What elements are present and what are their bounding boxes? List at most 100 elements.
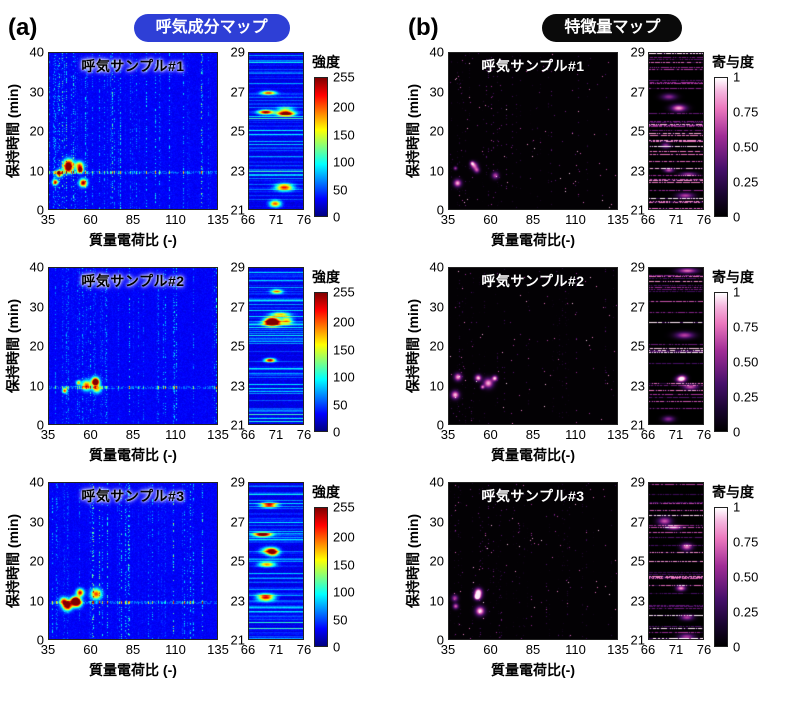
x-tick: 110	[565, 212, 586, 227]
main-y-ticks: 40 30 20 10 0	[22, 475, 48, 648]
x-tick: 85	[125, 427, 141, 442]
y-tick: 29	[230, 259, 245, 275]
zoom-y-ticks: 29 27 25 23 21	[628, 45, 648, 218]
y-tick: 21	[230, 632, 245, 648]
x-tick: 66	[640, 427, 656, 442]
zoom-plot-a3: 29 27 25 23 21 66 71 76	[228, 475, 312, 658]
x-tick: 71	[268, 212, 284, 227]
y-tick: 20	[429, 553, 444, 569]
x-tick: 66	[640, 642, 656, 657]
colorbar-tick: 0.25	[733, 604, 759, 620]
y-tick: 10	[429, 378, 444, 393]
x-tick: 110	[565, 642, 586, 657]
x-tick: 71	[668, 427, 684, 442]
zoom-plot-frame	[648, 52, 704, 210]
y-tick: 20	[429, 123, 444, 139]
main-plot-b2: 呼気サンプル#2 35 60 85 110 135 質量電荷比(-)	[441, 267, 629, 465]
y-tick: 10	[429, 593, 444, 608]
colorbar-body: 255 200 150 100 50 0	[312, 285, 374, 440]
x-tick: 66	[240, 642, 256, 657]
heatmap-main-b1	[449, 53, 617, 209]
x-axis-label: 質量電荷比(-)	[491, 232, 575, 248]
colorbar-body: 255 200 150 100 50 0	[312, 500, 374, 655]
y-tick: 27	[230, 514, 245, 529]
colorbar-tick: 150	[333, 557, 355, 573]
x-tick: 60	[483, 642, 498, 657]
y-tick: 30	[429, 84, 444, 99]
colorbar-body: 1 0.75 0.50 0.25 0	[712, 500, 774, 655]
sample-title: 呼気サンプル#1	[481, 58, 585, 74]
y-tick: 30	[429, 514, 444, 529]
y-tick: 29	[630, 474, 645, 490]
panel-a-title-badge: 呼気成分マップ	[133, 14, 290, 42]
colorbar-tick: 1	[733, 69, 741, 85]
colorbar-gradient	[714, 507, 728, 647]
colorbar-a2: 強度 255 200 150 100 50 0	[312, 267, 374, 440]
sample-title: 呼気サンプル#1	[81, 58, 185, 74]
main-plot-frame: 呼気サンプル#3	[48, 482, 218, 640]
x-tick: 71	[268, 427, 284, 442]
y-tick: 23	[230, 593, 245, 608]
zoom-x-ticks: 66 71 76	[641, 642, 711, 658]
heatmap-zoom-a3	[249, 483, 303, 639]
x-tick: 35	[440, 642, 456, 657]
heatmap-zoom-a1	[249, 53, 303, 209]
y-tick: 25	[230, 123, 245, 139]
colorbar-tick: 255	[333, 284, 355, 300]
heatmap-zoom-b2	[649, 268, 703, 424]
y-tick: 0	[436, 632, 444, 648]
x-tick: 135	[207, 427, 229, 442]
y-tick: 25	[230, 553, 245, 569]
y-tick: 21	[630, 632, 645, 648]
x-tick: 60	[483, 212, 498, 227]
colorbar-body: 255 200 150 100 50 0	[312, 70, 374, 225]
y-tick: 30	[29, 84, 44, 99]
colorbar-body: 1 0.75 0.50 0.25 0	[712, 70, 774, 225]
y-axis-label-text: 保持時間 (min)	[405, 513, 421, 609]
main-y-ticks: 40 30 20 10 0	[22, 45, 48, 218]
colorbar-tick: 0.50	[733, 354, 759, 370]
main-x-ticks: 35 60 85 110 135	[441, 212, 629, 228]
y-tick: 20	[29, 123, 44, 139]
x-tick: 135	[607, 427, 629, 442]
x-tick: 66	[240, 427, 256, 442]
zoom-plot-a2: 29 27 25 23 21 66 71 76	[228, 260, 312, 443]
y-tick: 40	[29, 259, 44, 275]
x-tick: 76	[296, 642, 312, 657]
y-tick: 40	[29, 474, 44, 490]
x-tick: 76	[296, 212, 312, 227]
y-tick: 23	[230, 163, 245, 178]
plot-row-b1: 保持時間 (min) 40 30 20 10 0 呼気サンプル#1 35 60 …	[404, 45, 774, 250]
zoom-plot-b1: 29 27 25 23 21 66 71 76	[628, 45, 712, 228]
y-tick: 25	[630, 123, 645, 139]
colorbar-b3: 寄与度 1 0.75 0.50 0.25 0	[712, 482, 774, 655]
x-tick: 76	[696, 642, 712, 657]
x-tick: 85	[525, 427, 541, 442]
colorbar-tick: 0	[733, 424, 741, 440]
x-tick: 60	[83, 212, 98, 227]
colorbar-title: 寄与度	[712, 484, 754, 500]
zoom-plot-a1: 29 27 25 23 21 66 71 76	[228, 45, 312, 228]
y-tick: 21	[630, 417, 645, 433]
y-tick: 0	[36, 417, 44, 433]
y-tick: 20	[29, 553, 44, 569]
colorbar-a1: 強度 255 200 150 100 50 0	[312, 52, 374, 225]
colorbar-title: 強度	[312, 269, 340, 285]
plot-row-a3: 保持時間 (min) 40 30 20 10 0 呼気サンプル#3 35 60 …	[4, 475, 374, 680]
colorbar-tick: 50	[333, 397, 348, 413]
y-tick: 21	[230, 202, 245, 218]
y-tick: 10	[29, 378, 44, 393]
colorbar-tick: 50	[333, 612, 348, 628]
zoom-x-ticks: 66 71 76	[641, 212, 711, 228]
colorbar-tick: 0.50	[733, 569, 759, 585]
x-axis-label: 質量電荷比 (-)	[89, 662, 177, 678]
y-tick: 0	[436, 202, 444, 218]
zoom-y-ticks: 29 27 25 23 21	[628, 260, 648, 433]
x-tick: 35	[40, 212, 56, 227]
y-tick: 10	[29, 163, 44, 178]
x-tick: 60	[483, 427, 498, 442]
colorbar-tick: 0.75	[733, 534, 759, 550]
zoom-x-ticks: 66 71 76	[241, 427, 311, 443]
x-tick: 35	[40, 642, 56, 657]
zoom-plot-wrap: 66 71 76	[641, 267, 711, 443]
